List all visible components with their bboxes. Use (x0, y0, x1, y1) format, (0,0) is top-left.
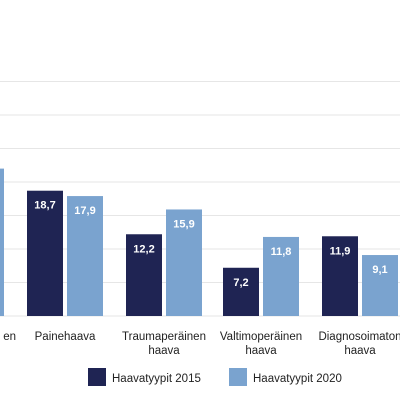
value-label: 11,8 (271, 246, 292, 258)
value-label: 9,1 (372, 264, 387, 276)
bar-haavatyypit-2015-1 (27, 190, 63, 316)
category-label: Traumaperäinen haava (122, 331, 206, 357)
bars: 18,7 12,2 7,2 11,9 17,9 15,9 11,8 9,1 (0, 168, 398, 316)
bar-haavatyypit-2020-3 (263, 236, 299, 316)
value-label: 11,9 (330, 245, 351, 257)
category-label: en (3, 331, 16, 343)
value-label: 7,2 (233, 277, 248, 289)
category-label: Painehaava (35, 331, 96, 343)
legend: Haavatyypit 2015 Haavatyypit 2020 (88, 368, 342, 386)
category-label: Valtimoperäinen haava (220, 331, 302, 357)
category-labels: en Painehaava Traumaperäinen haava Valtimope… (3, 331, 400, 357)
bar-haavatyypit-2020-2 (166, 209, 202, 316)
value-label: 15,9 (173, 218, 194, 230)
bar-haavatyypit-2020-4 (362, 255, 398, 316)
bar-haavatyypit-2015-4 (322, 236, 358, 316)
value-label: 12,2 (133, 243, 154, 255)
value-label: 17,9 (74, 205, 95, 217)
bar-haavatyypit-2020-1 (67, 196, 103, 316)
bar-partial-2020 (0, 168, 4, 316)
bar-haavatyypit-2015-2 (126, 234, 162, 316)
category-label: Diagnosoimaton haava (318, 331, 400, 357)
bar-haavatyypit-2015-3 (223, 267, 259, 316)
legend-label-2015: Haavatyypit 2015 (112, 373, 201, 385)
legend-swatch-2015 (88, 368, 106, 386)
legend-label-2020: Haavatyypit 2020 (253, 373, 342, 385)
legend-swatch-2020 (229, 368, 247, 386)
value-label: 18,7 (34, 200, 55, 212)
